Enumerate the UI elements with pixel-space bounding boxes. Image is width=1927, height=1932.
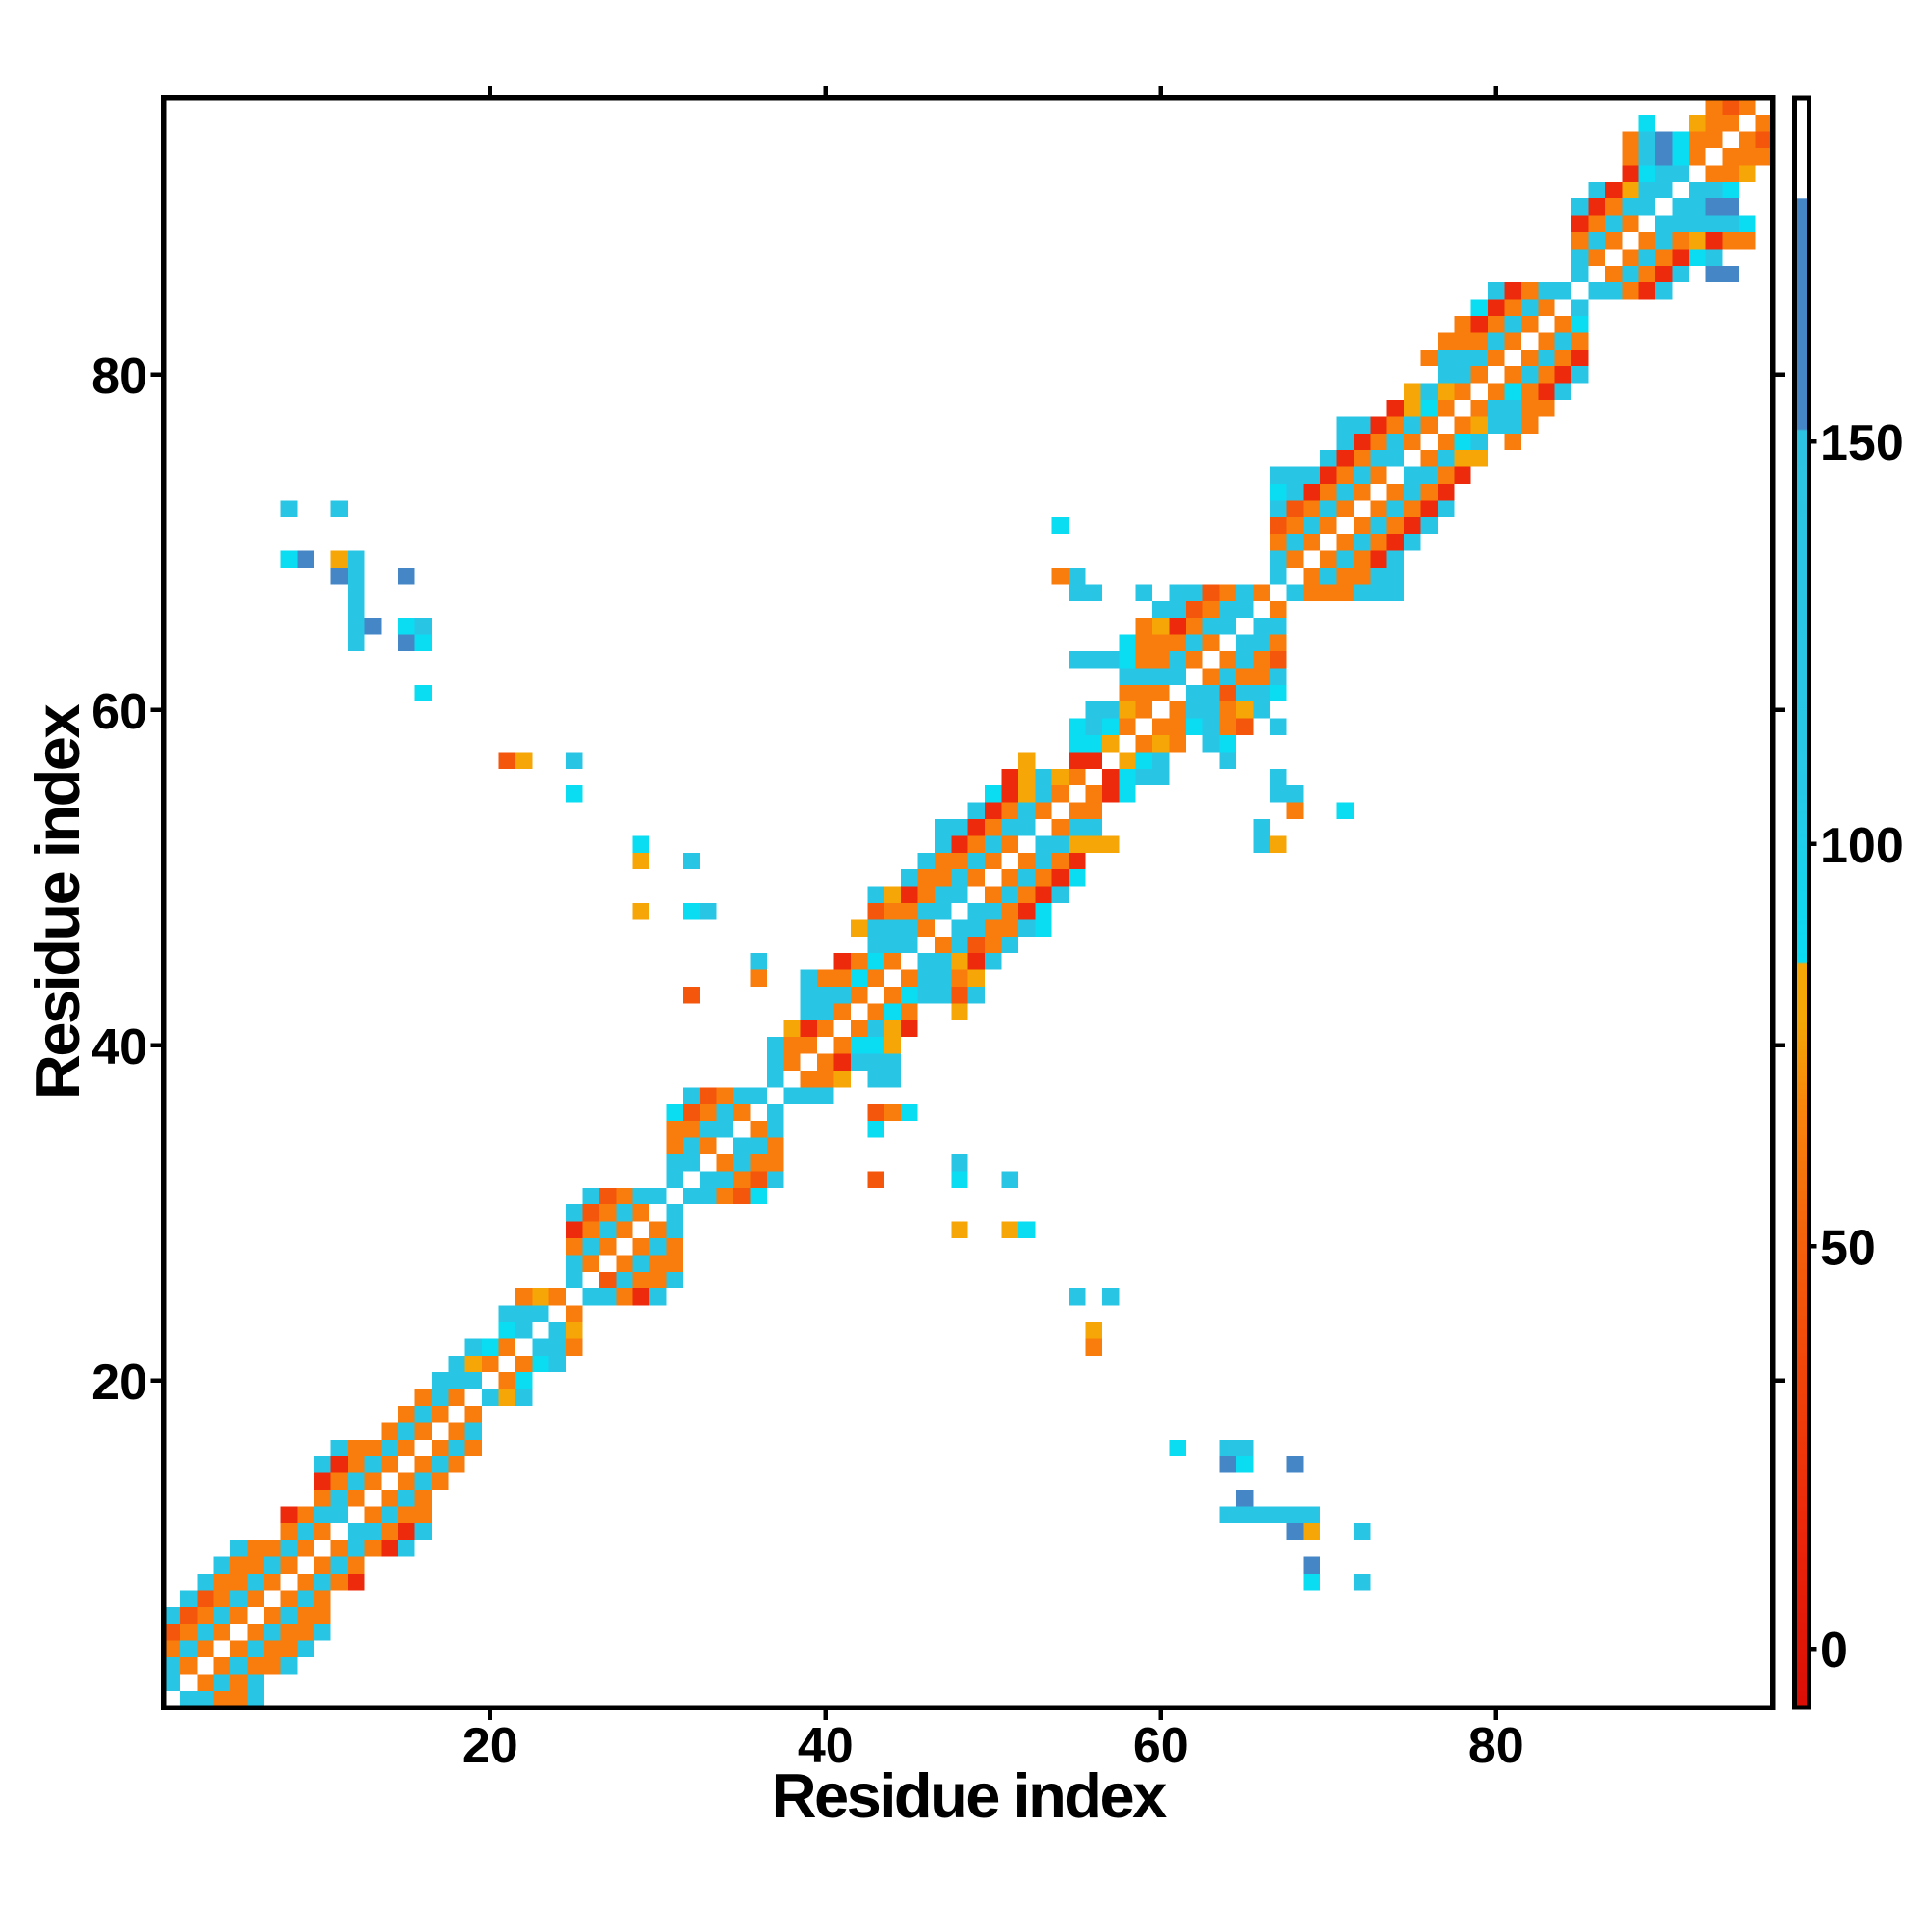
- svg-text:50: 50: [1820, 1220, 1876, 1276]
- svg-text:20: 20: [462, 1718, 518, 1774]
- svg-text:Residue index: Residue index: [22, 704, 92, 1100]
- svg-text:40: 40: [798, 1718, 854, 1774]
- svg-text:0: 0: [1820, 1623, 1848, 1679]
- svg-text:Residue index: Residue index: [772, 1760, 1168, 1831]
- svg-text:100: 100: [1820, 818, 1904, 874]
- svg-text:60: 60: [92, 684, 147, 740]
- svg-text:80: 80: [92, 349, 147, 405]
- svg-text:80: 80: [1468, 1718, 1524, 1774]
- svg-text:150: 150: [1820, 415, 1904, 471]
- svg-text:20: 20: [92, 1355, 147, 1411]
- svg-text:40: 40: [92, 1019, 147, 1075]
- svg-text:60: 60: [1133, 1718, 1189, 1774]
